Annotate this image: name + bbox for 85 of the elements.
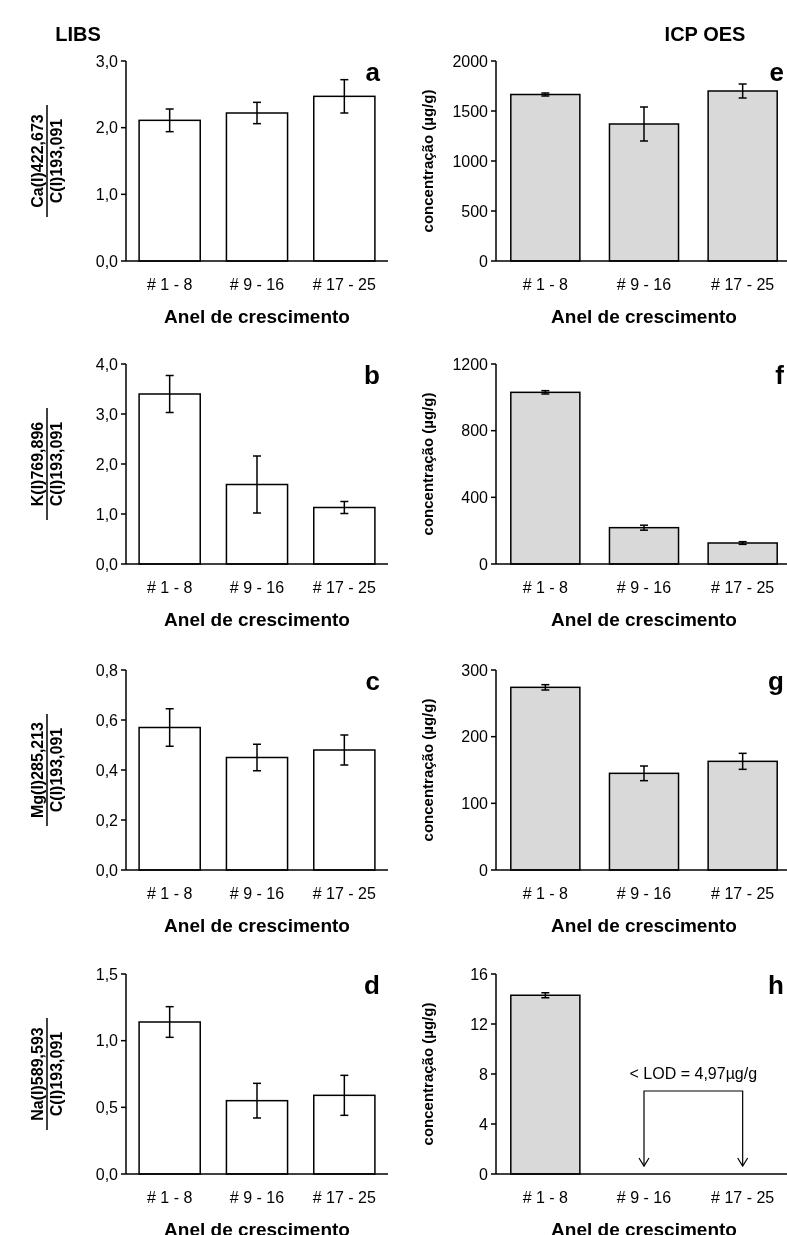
x-tick-label: # 9 - 16: [229, 276, 285, 293]
y-tick-label: 2,0: [95, 455, 119, 473]
chart-title: LIBS: [55, 23, 101, 45]
annotation: b: [364, 360, 380, 390]
y-tick-label: 0: [479, 555, 489, 573]
x-axis-title: Anel de crescimento: [551, 306, 737, 327]
y-tick-label: 0,0: [95, 861, 119, 879]
x-tick-label: # 17 - 25: [312, 885, 377, 902]
y-axis-title: Ca(I)422,673 C(I)193,091: [29, 114, 65, 208]
annotation: h: [768, 970, 784, 1000]
y-tick-label: 0,0: [95, 252, 119, 270]
y-axis-title: Mg(I)285,213 C(I)193,091: [29, 721, 65, 819]
x-tick-label: # 9 - 16: [229, 1189, 285, 1206]
y-tick-label: 0,6: [95, 711, 119, 729]
x-tick-label: # 1 - 8: [522, 276, 569, 293]
y-tick-label: 2,0: [95, 119, 119, 137]
y-tick-label: 1,5: [95, 965, 119, 983]
x-tick-label: # 17 - 25: [312, 579, 377, 596]
x-tick-label: # 9 - 16: [616, 579, 672, 596]
y-tick-label: 1,0: [95, 185, 119, 203]
x-tick-label: # 17 - 25: [711, 1189, 775, 1206]
annotation: g: [768, 666, 784, 696]
y-tick-label: 0,8: [95, 661, 119, 679]
annotation: a: [365, 57, 381, 87]
y-axis-title: K(I)769,896 C(I)193,091: [29, 421, 65, 507]
y-tick-label: 1500: [452, 102, 489, 120]
y-tick-label: 0,0: [95, 555, 119, 573]
x-axis-title: Anel de crescimento: [164, 306, 350, 327]
y-tick-label: 12: [470, 1015, 489, 1033]
x-axis-title: Anel de crescimento: [164, 915, 350, 936]
x-tick-label: # 9 - 16: [616, 1189, 672, 1206]
chart-title: ICP OES: [664, 23, 746, 45]
annotation: f: [775, 360, 785, 390]
y-tick-label: 100: [461, 794, 489, 812]
x-tick-label: # 17 - 25: [312, 276, 377, 293]
y-axis-title: concentração (µg/g): [419, 698, 437, 842]
y-tick-label: 3,0: [95, 405, 119, 423]
y-tick-label: 400: [461, 488, 489, 506]
x-tick-label: # 1 - 8: [146, 885, 193, 902]
x-tick-label: # 1 - 8: [146, 276, 193, 293]
y-tick-label: 1,0: [95, 1032, 119, 1050]
y-tick-label: 2000: [452, 52, 489, 70]
y-tick-label: 0,4: [95, 761, 119, 779]
y-tick-label: 1,0: [95, 505, 119, 523]
y-tick-label: 0,5: [95, 1098, 119, 1116]
y-axis-title: Na(I)589,593 C(I)193,091: [29, 1027, 65, 1121]
x-axis-title: Anel de crescimento: [551, 915, 737, 936]
y-tick-label: 16: [470, 965, 489, 983]
y-tick-label: 8: [479, 1065, 489, 1083]
y-tick-label: 4,0: [95, 355, 119, 373]
y-tick-label: 3,0: [95, 52, 119, 70]
x-tick-label: # 1 - 8: [146, 1189, 193, 1206]
y-axis-title: concentração (µg/g): [419, 89, 437, 233]
annotation: e: [769, 57, 784, 87]
y-tick-label: 500: [461, 202, 489, 220]
x-tick-label: # 9 - 16: [229, 885, 285, 902]
y-tick-label: 0: [479, 1165, 489, 1183]
x-tick-label: # 9 - 16: [229, 579, 285, 596]
y-tick-label: 800: [461, 422, 489, 440]
x-tick-label: # 1 - 8: [146, 579, 193, 596]
x-tick-label: # 17 - 25: [711, 579, 775, 596]
y-tick-label: 0: [479, 861, 489, 879]
y-tick-label: 0,2: [95, 811, 119, 829]
y-tick-label: 1000: [452, 152, 489, 170]
x-tick-label: # 1 - 8: [522, 579, 569, 596]
x-tick-label: # 9 - 16: [616, 885, 672, 902]
annotation: < LOD = 4,97µg/g: [629, 1065, 758, 1082]
x-tick-label: # 9 - 16: [616, 276, 672, 293]
y-axis-title: concentração (µg/g): [419, 392, 437, 536]
y-tick-label: 4: [479, 1115, 489, 1133]
x-tick-label: # 1 - 8: [522, 885, 569, 902]
x-tick-label: # 17 - 25: [711, 276, 775, 293]
x-tick-label: # 1 - 8: [522, 1189, 569, 1206]
y-axis-title: concentração (µg/g): [419, 1002, 437, 1146]
y-tick-label: 0,0: [95, 1165, 119, 1183]
x-axis-title: Anel de crescimento: [164, 609, 350, 630]
y-tick-label: 200: [461, 728, 489, 746]
y-tick-label: 0: [479, 252, 489, 270]
y-tick-label: 1200: [452, 355, 489, 373]
annotation: c: [365, 666, 380, 696]
annotation: d: [364, 970, 380, 1000]
x-axis-title: Anel de crescimento: [551, 609, 737, 630]
x-tick-label: # 17 - 25: [312, 1189, 377, 1206]
x-tick-label: # 17 - 25: [711, 885, 775, 902]
y-tick-label: 300: [461, 661, 489, 679]
